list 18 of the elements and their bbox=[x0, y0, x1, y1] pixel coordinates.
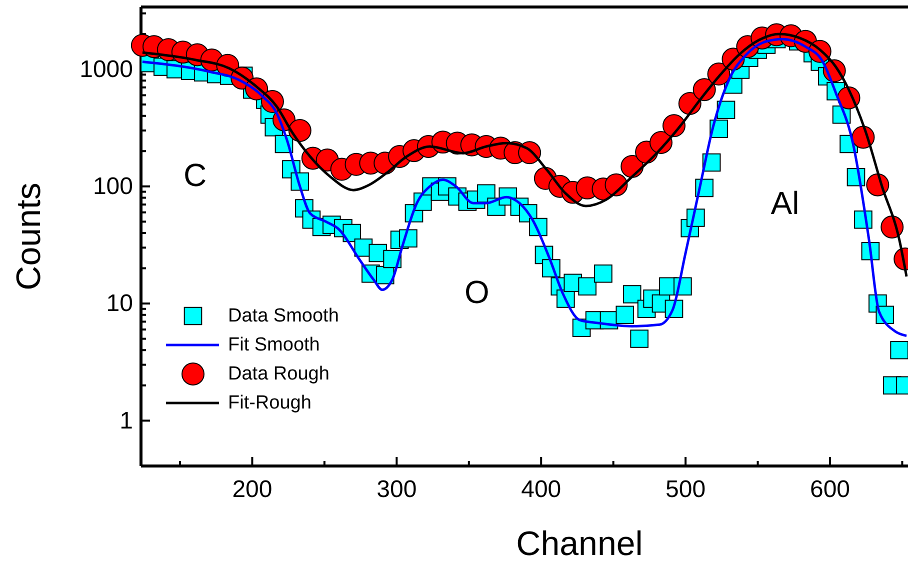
y-axis-title: Counts bbox=[10, 182, 48, 290]
x-tick-label: 500 bbox=[666, 476, 706, 504]
y-tick-label: 1 bbox=[120, 407, 133, 434]
legend-label: Data Rough bbox=[228, 364, 330, 384]
legend-label: Fit-Rough bbox=[228, 392, 312, 414]
y-tick-label: 100 bbox=[92, 173, 133, 200]
x-tick-label: 200 bbox=[232, 476, 272, 504]
annotation: Al bbox=[770, 185, 800, 221]
x-tick-label: 600 bbox=[810, 476, 850, 504]
legend-label: Data Smooth bbox=[228, 306, 339, 326]
annotation: O bbox=[464, 274, 490, 310]
x-tick-label: 400 bbox=[521, 476, 562, 504]
x-axis-title: Channel bbox=[516, 525, 643, 563]
y-tick-label: 10 bbox=[106, 290, 133, 318]
annotation: C bbox=[183, 157, 207, 193]
legend-label: Fit Smooth bbox=[228, 334, 320, 356]
y-tick-label: 1000 bbox=[80, 56, 133, 83]
x-tick-label: 300 bbox=[376, 476, 417, 504]
